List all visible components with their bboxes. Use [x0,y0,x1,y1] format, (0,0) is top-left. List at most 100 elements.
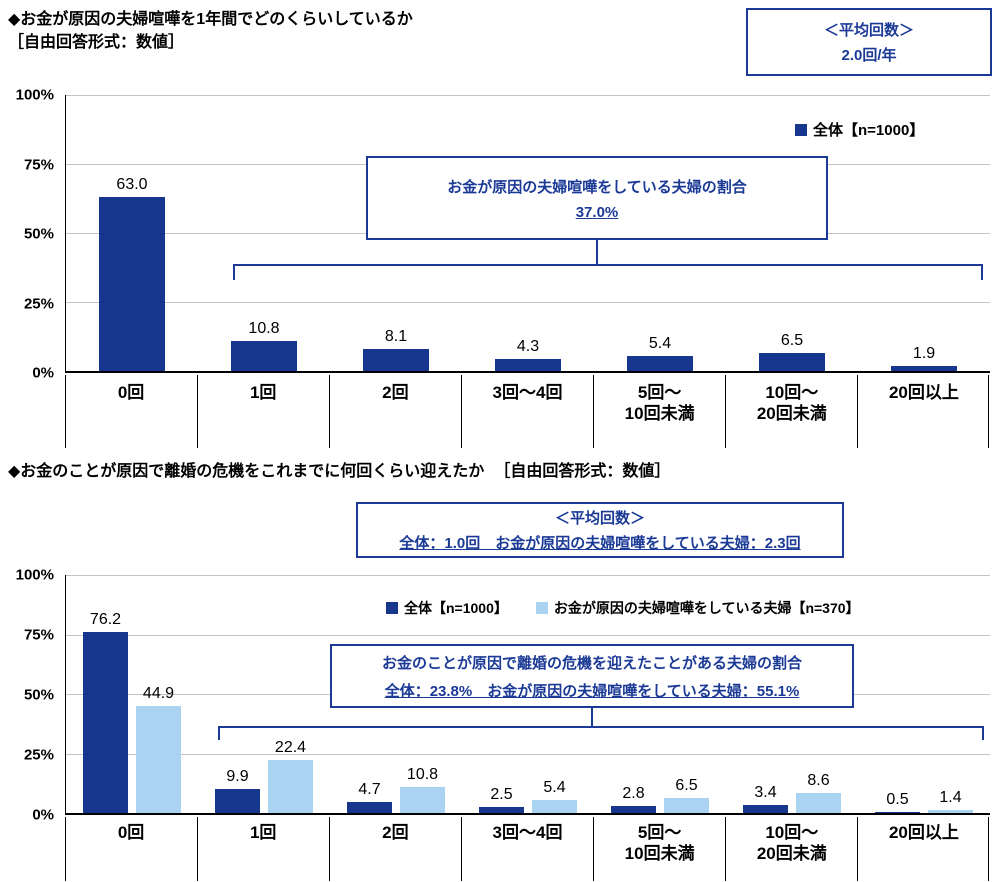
value-label: 10.8 [406,766,439,783]
x-axis-label: 10回～ 20回未満 [756,823,827,864]
chart1-callout-line1: お金が原因の夫婦喧嘩をしている夫婦の割合 [447,178,747,196]
legend-item-zentai: 全体【n=1000】 [795,119,924,140]
bar [347,802,392,813]
x-axis-label: 3回～4回 [492,383,563,402]
value-label: 9.9 [226,768,249,785]
value-label: 6.5 [780,332,804,349]
series-swatch-navy [795,123,807,136]
category-tick [988,817,989,881]
bracket-tick-left [218,726,220,740]
y-axis-label: 25% [23,295,54,312]
chart1-legend: 全体【n=1000】 [795,119,924,140]
y-axis-label: 100% [15,566,54,584]
chart1-average-heading: ＜平均回数＞ [823,22,914,39]
bar [928,810,973,813]
value-label: 4.3 [516,338,540,355]
value-label: 8.1 [384,328,408,345]
chart2-title-text: ◆お金のことが原因で離婚の危機をこれまでに何回くらい迎えたか [8,463,485,480]
legend-item-kenka-fufu: お金が原因の夫婦喧嘩をしている夫婦【n=370】 [535,598,860,618]
y-axis-label: 75% [23,626,54,644]
x-axis-label: 5回～ 10回未満 [624,383,695,424]
y-axis-label: 0% [32,806,54,824]
bar [495,359,561,371]
x-axis-label: 20回以上 [888,823,959,842]
category-tick [725,375,726,448]
chart1-title: ◆お金が原因の夫婦喧嘩を1年間でどのくらいしているか ［自由回答形式：数値］ [8,8,413,54]
legend-item-zentai: 全体【n=1000】 [386,598,508,618]
chart2-callout-box: お金のことが原因で離婚の危機を迎えたことがある夫婦の割合 全体：23.8% お金… [330,644,854,708]
x-axis-label: 0回 [117,383,145,402]
bar [796,793,841,813]
value-label: 76.2 [89,611,122,628]
category-tick [857,817,858,881]
value-label: 2.5 [490,786,513,803]
chart1-average-box: ＜平均回数＞ 2.0回/年 [746,8,992,76]
chart2-legend: 全体【n=1000】 お金が原因の夫婦喧嘩をしている夫婦【n=370】 [386,598,860,618]
x-axis-label: 5回～ 10回未満 [624,823,695,864]
category-tick [593,817,594,881]
value-label: 1.4 [939,789,962,806]
category-tick [461,817,462,881]
x-axis-label: 3回～4回 [492,823,563,842]
y-axis-label: 25% [23,746,54,764]
category-tick [593,375,594,448]
x-axis-label: 2回 [382,383,409,402]
category-tick [725,817,726,881]
bracket-line [233,264,983,266]
chart1-category-ticks [65,375,990,448]
bar [231,341,297,371]
bar [400,787,445,813]
gridline [66,634,990,636]
bracket-stem [596,240,598,265]
gridline [66,95,990,96]
category-tick [197,375,198,448]
x-axis-label: 1回 [249,823,277,842]
value-label: 8.6 [807,772,830,789]
bar [363,349,429,371]
bar [99,197,165,371]
chart2-category-ticks [65,817,990,881]
bar [759,353,825,371]
bar [479,807,524,813]
value-label: 3.4 [754,784,777,801]
value-label: 22.4 [274,739,307,756]
x-axis-label: 1回 [249,383,277,402]
bracket-tick-right [981,264,983,280]
chart2-average-heading: ＜平均回数＞ [554,510,645,527]
value-label: 10.8 [248,320,280,337]
bar [215,789,260,813]
series-swatch-lightblue [535,602,548,614]
chart2-average-value: 全体：1.0回 お金が原因の夫婦喧嘩をしている夫婦：2.3回 [399,535,801,552]
bracket-tick-right [982,726,984,740]
category-tick [857,375,858,448]
bracket-line [218,726,984,728]
gridline [66,753,990,755]
value-label: 0.5 [886,791,909,808]
category-tick [329,375,330,448]
value-label: 1.9 [912,345,936,362]
chart2-title: ◆お金のことが原因で離婚の危機をこれまでに何回くらい迎えたか ［自由回答形式：数値… [8,460,670,483]
y-axis-label: 50% [23,225,54,243]
chart1-plot-area: 63.0 10.8 8.1 4.3 5.4 6.5 1.9 [65,95,990,373]
chart2-callout-line1: お金のことが原因で離婚の危機を迎えたことがある夫婦の割合 [381,654,802,672]
series-label: 全体【n=1000】 [404,600,508,616]
gridline [66,575,990,576]
y-axis-label: 100% [15,86,54,104]
category-tick [197,817,198,881]
category-tick [461,375,462,448]
x-axis-label: 0回 [117,823,145,842]
value-label: 5.4 [543,779,566,796]
category-tick [65,817,66,881]
series-label: お金が原因の夫婦喧嘩をしている夫婦【n=370】 [553,600,860,616]
value-label: 5.4 [648,335,672,352]
bar [875,812,920,813]
chart1-x-axis-labels: 0回 1回 2回 3回～4回 5回～ 10回未満 10回～ 20回未満 20回以上 [65,382,990,425]
bar [627,356,693,371]
value-label: 44.9 [142,685,175,702]
series-swatch-navy [386,602,398,614]
bar [664,798,709,813]
series-label: 全体【n=1000】 [813,122,925,139]
bracket-stem [591,708,593,728]
chart1-y-axis: 100% 75% 50% 25% 0% [0,87,62,382]
